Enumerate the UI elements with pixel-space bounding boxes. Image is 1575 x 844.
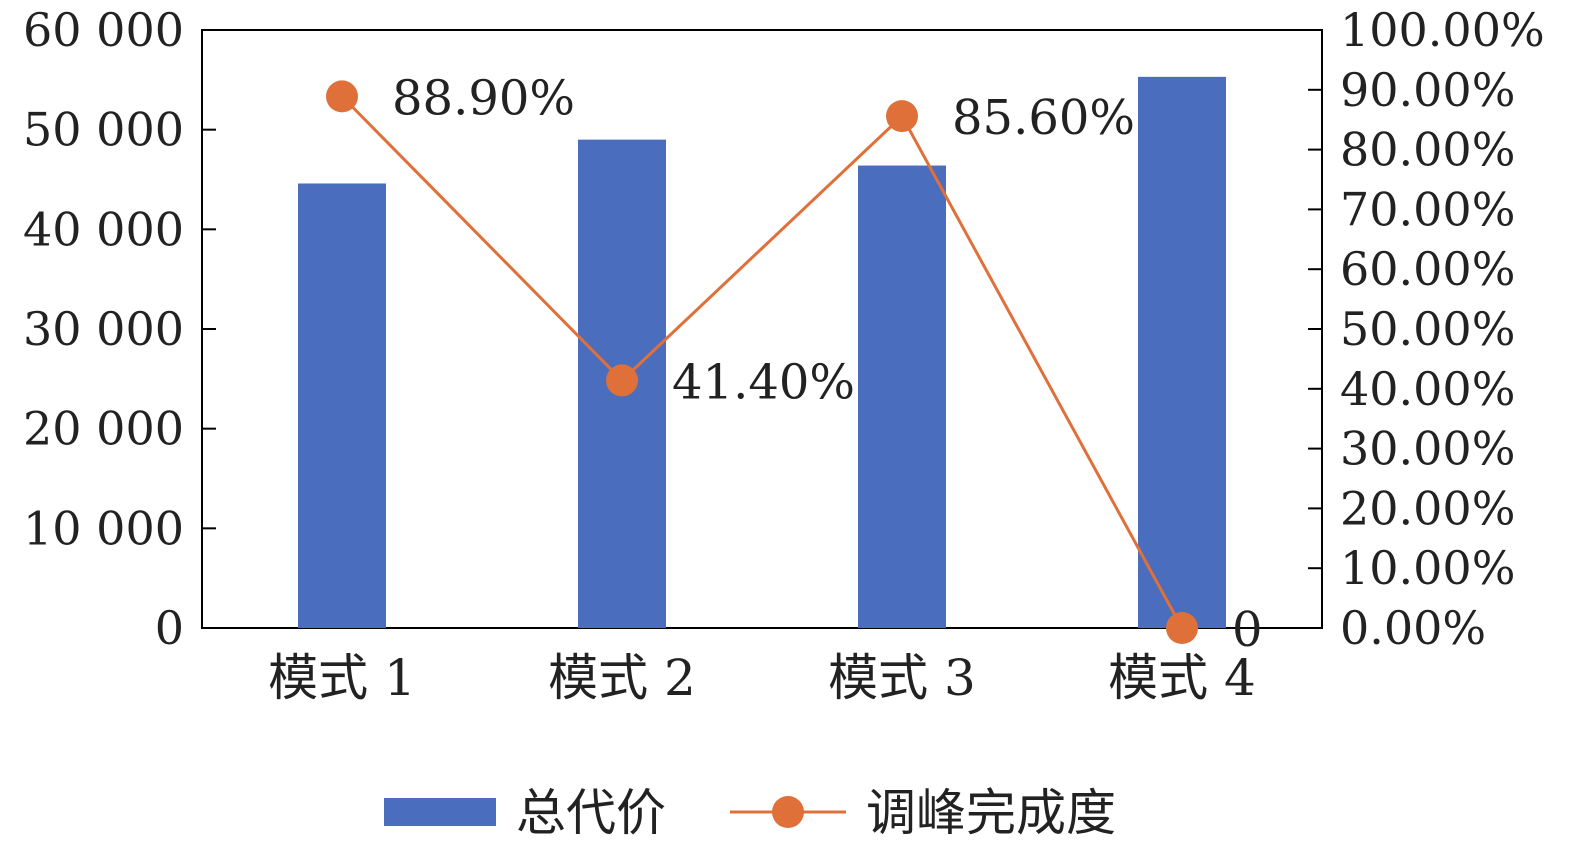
left-tick-label: 20 000 bbox=[23, 402, 184, 456]
right-axis: 0.00% 10.00% 20.00%30.00% 40.00% 50.00% 60.00… bbox=[1308, 3, 1545, 655]
legend-label-bar: 总代价 bbox=[516, 784, 666, 842]
line-point bbox=[606, 364, 638, 397]
left-tick-label: 60 000 bbox=[23, 3, 184, 57]
line-path bbox=[340, 95, 1184, 629]
right-tick-label: 70.00% bbox=[1340, 182, 1515, 236]
right-tick-label: 40.00% bbox=[1340, 362, 1515, 416]
right-tick-label: 10.00% bbox=[1340, 541, 1515, 595]
right-tick-label: 0.00% bbox=[1340, 601, 1486, 655]
right-tick-label: 90.00% bbox=[1340, 63, 1515, 117]
legend-bar-swatch bbox=[384, 798, 496, 826]
right-tick-label: 100.00% bbox=[1340, 3, 1545, 57]
bar bbox=[1138, 76, 1226, 629]
left-tick-label: 40 000 bbox=[23, 202, 184, 256]
line-series: 88.90% 41.40% 85.60% 0 bbox=[326, 70, 1263, 658]
left-axis: 0 10 000 20 000 30 000 40 000 50 000 60 000 bbox=[23, 3, 216, 655]
right-tick-label: 50.00% bbox=[1340, 302, 1515, 356]
legend-label-line: 调峰完成度 bbox=[866, 784, 1116, 842]
category-axis: 模式 1 模式 2 模式 3 模式 4 bbox=[268, 649, 1256, 707]
bar bbox=[298, 183, 386, 628]
right-tick-label: 20.00% bbox=[1340, 481, 1515, 535]
category-label: 模式 3 bbox=[828, 649, 976, 707]
line-point bbox=[326, 80, 358, 113]
right-tick-label: 80.00% bbox=[1340, 123, 1515, 177]
line-data-label: 85.60% bbox=[952, 90, 1135, 146]
bar-series bbox=[298, 76, 1226, 629]
line-point bbox=[886, 100, 918, 133]
left-tick-label: 10 000 bbox=[23, 501, 184, 555]
line-data-label: 88.90% bbox=[392, 70, 575, 126]
category-label: 模式 2 bbox=[548, 649, 696, 707]
line-data-label: 0 bbox=[1232, 602, 1263, 658]
left-tick-label: 50 000 bbox=[23, 103, 184, 157]
right-tick-label: 30.00% bbox=[1340, 422, 1515, 476]
left-tick-label: 30 000 bbox=[23, 302, 184, 356]
category-label: 模式 4 bbox=[1108, 649, 1256, 707]
line-data-label: 41.40% bbox=[672, 354, 855, 410]
legend: 总代价 调峰完成度 bbox=[384, 784, 1116, 842]
bar bbox=[858, 165, 946, 628]
category-label: 模式 1 bbox=[268, 649, 416, 707]
right-tick-label: 60.00% bbox=[1340, 242, 1515, 296]
line-point bbox=[1166, 612, 1198, 644]
left-tick-label: 0 bbox=[155, 601, 184, 655]
legend-line-marker bbox=[772, 796, 804, 828]
